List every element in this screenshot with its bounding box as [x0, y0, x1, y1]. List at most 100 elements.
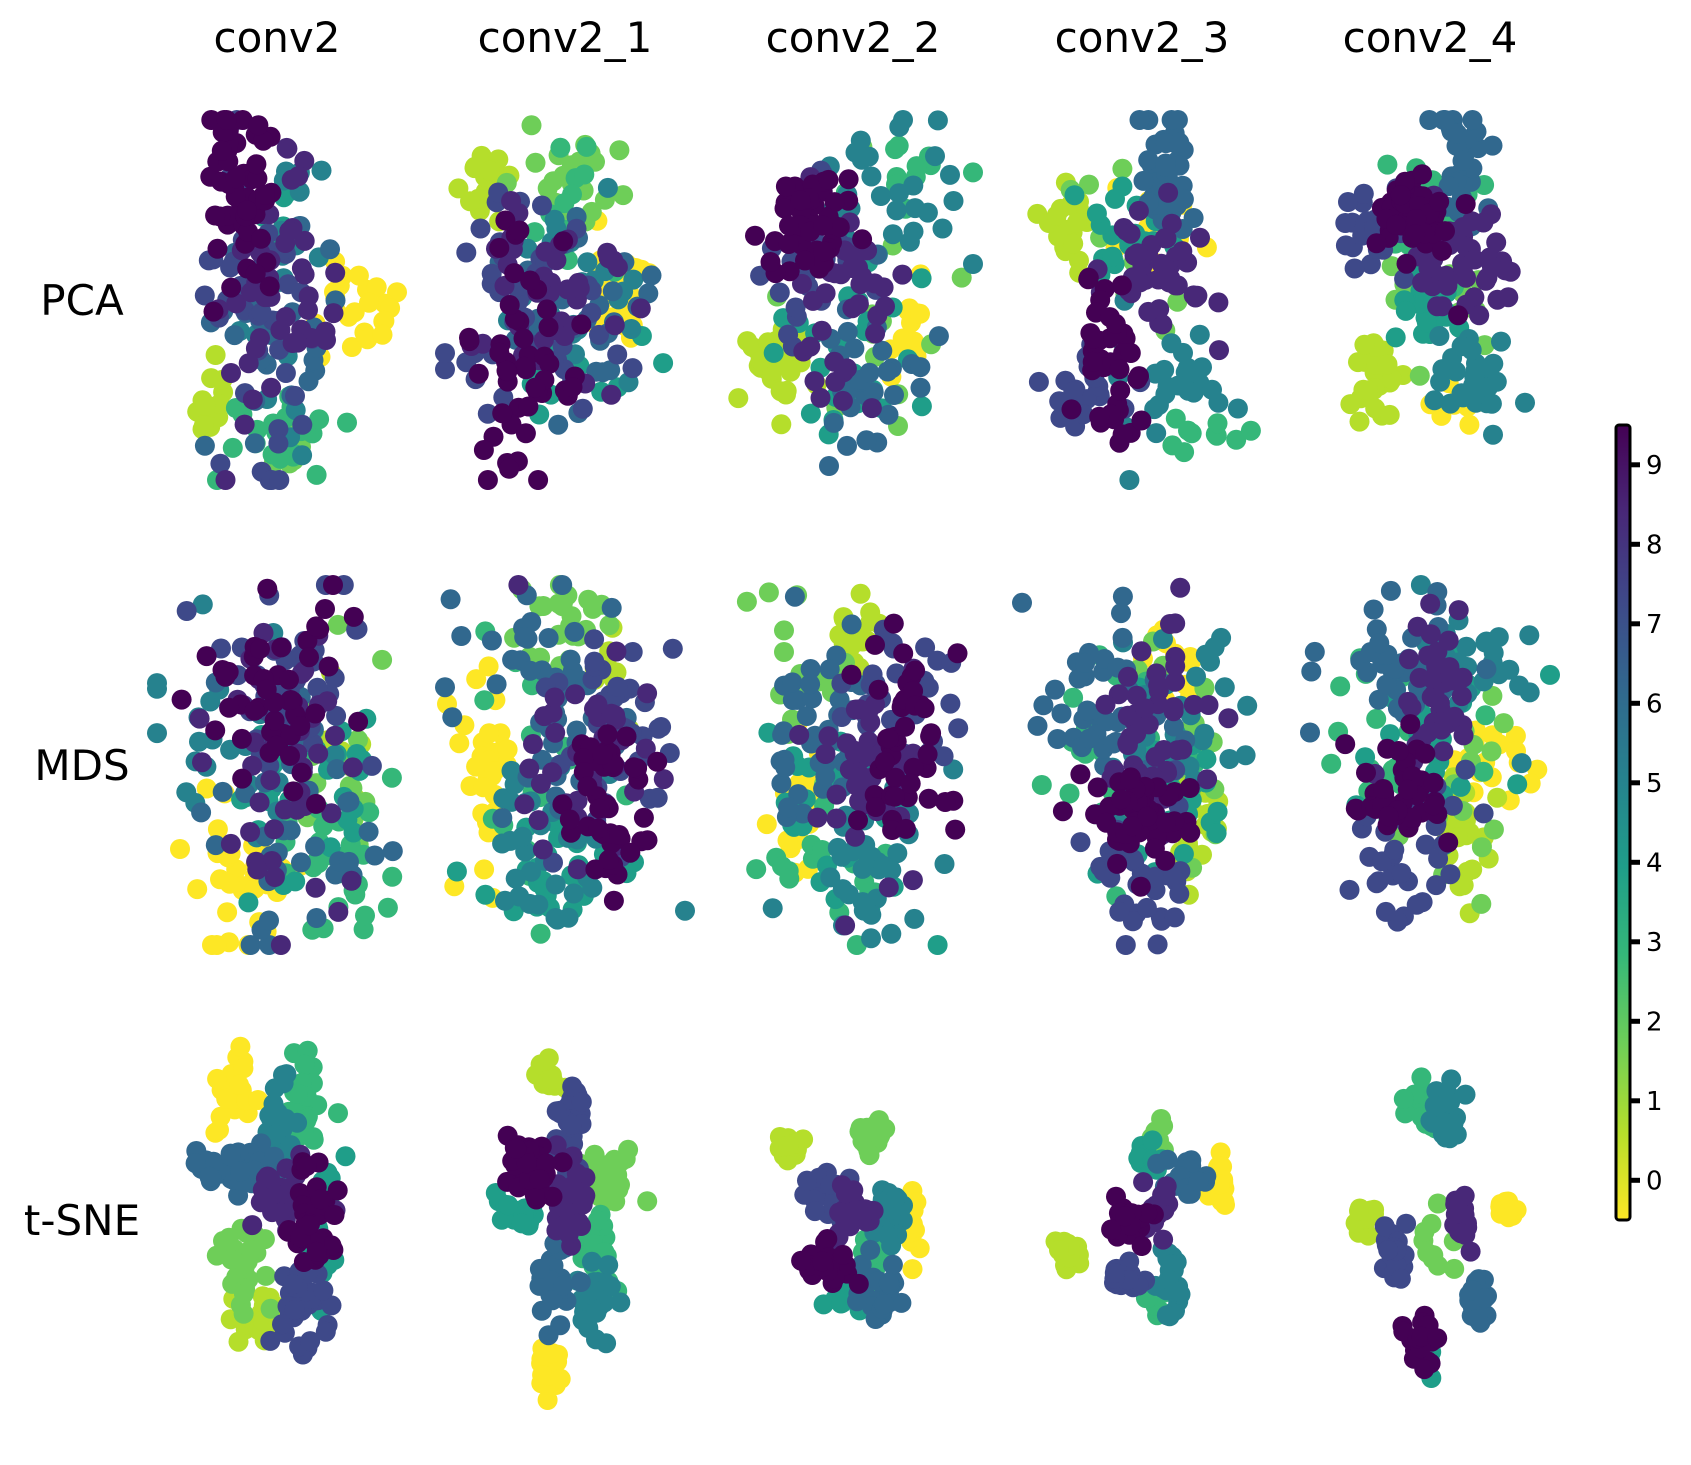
scatter-point-class-0: [550, 1368, 571, 1389]
scatter-point-class-9: [1423, 772, 1444, 793]
scatter-point-class-7: [1390, 1268, 1411, 1289]
scatter-point-class-1: [776, 384, 796, 405]
scatter-point-class-9: [468, 363, 489, 384]
scatter-point-class-9: [518, 396, 539, 417]
scatter-point-class-8: [792, 273, 812, 294]
scatter-point-class-9: [1429, 191, 1450, 212]
scatter-point-class-5: [621, 319, 642, 339]
scatter-point-class-5: [1192, 730, 1213, 751]
scatter-point-class-3: [1031, 775, 1052, 795]
scatter-point-class-3: [1174, 442, 1195, 463]
scatter-point-class-3: [359, 802, 380, 823]
scatter-point-class-6: [564, 621, 585, 642]
scatter-point-class-9: [520, 270, 541, 291]
scatter-point-class-5: [861, 166, 882, 187]
scatter-point-class-9: [885, 767, 906, 788]
scatter-point-class-9: [253, 130, 274, 151]
scatter-point-class-6: [819, 659, 840, 680]
scatter-point-class-6: [1462, 110, 1483, 130]
scatter-point-class-9: [489, 237, 510, 258]
scatter-point-class-6: [1079, 728, 1100, 749]
scatter-point-class-6: [1155, 156, 1176, 177]
column-title-conv2_3: conv2_3: [1055, 13, 1230, 62]
scatter-point-class-6: [552, 575, 573, 595]
scatter-point-class-5: [1153, 629, 1173, 649]
scatter-point-class-3: [222, 437, 243, 458]
scatter-point-class-1: [860, 602, 881, 623]
scatter-point-class-9: [1070, 764, 1091, 785]
scatter-point-class-3: [355, 905, 375, 926]
scatter-point-class-0: [466, 669, 487, 690]
scatter-point-class-8: [242, 1215, 263, 1236]
scatter-point-class-6: [212, 781, 233, 802]
scatter-point-class-9: [1373, 779, 1394, 799]
scatter-point-class-8: [1197, 769, 1218, 790]
scatter-point-class-4: [238, 892, 259, 913]
scatter-point-class-9: [1131, 1236, 1152, 1256]
scatter-point-class-8: [281, 169, 302, 190]
scatter-point-class-0: [344, 302, 365, 323]
scatter-point-class-5: [927, 110, 948, 131]
scatter-point-class-2: [581, 201, 602, 222]
scatter-point-class-9: [1083, 328, 1104, 349]
scatter-point-class-7: [220, 257, 241, 278]
scatter-point-class-9: [895, 818, 916, 839]
scatter-point-class-1: [728, 388, 749, 409]
scatter-point-class-9: [477, 470, 498, 490]
scatter-point-class-7: [1455, 759, 1476, 780]
scatter-point-class-8: [545, 722, 566, 743]
scatter-point-class-9: [1335, 734, 1356, 755]
scatter-point-class-8: [1498, 287, 1519, 308]
scatter-point-class-0: [229, 1074, 249, 1095]
scatter-point-class-9: [324, 1205, 345, 1225]
scatter-point-class-6: [520, 660, 541, 681]
scatter-point-class-5: [1455, 1084, 1476, 1105]
scatter-point-class-9: [171, 689, 192, 710]
row-title-t-sne: t-SNE: [24, 1196, 140, 1245]
scatter-point-class-8: [826, 808, 847, 829]
scatter-point-class-8: [835, 1183, 856, 1204]
scatter-point-class-9: [1115, 1206, 1136, 1227]
scatter-point-class-7: [268, 433, 289, 454]
scatter-point-class-3: [1226, 429, 1247, 450]
scatter-point-class-0: [484, 761, 505, 782]
scatter-point-class-6: [529, 1258, 550, 1279]
scatter-point-class-8: [832, 390, 853, 411]
scatter-point-class-9: [232, 110, 253, 130]
scatter-point-class-8: [1398, 691, 1419, 712]
scatter-point-class-9: [318, 656, 339, 677]
scatter-point-class-8: [514, 794, 535, 815]
scatter-point-class-2: [233, 1303, 254, 1324]
scatter-point-class-6: [1467, 1309, 1488, 1329]
panel-pca-conv2_1: [435, 115, 674, 490]
scatter-point-class-8: [800, 336, 821, 357]
scatter-point-class-9: [536, 299, 557, 320]
scatter-point-class-9: [216, 110, 237, 130]
scatter-point-class-8: [1165, 671, 1186, 692]
scatter-point-class-5: [881, 923, 902, 944]
scatter-point-class-8: [587, 694, 608, 715]
scatter-point-class-5: [292, 445, 313, 466]
scatter-point-class-9: [196, 646, 217, 667]
scatter-point-class-8: [220, 833, 241, 854]
scatter-point-class-4: [927, 935, 948, 955]
scatter-point-class-6: [1438, 176, 1459, 197]
scatter-point-class-5: [1155, 384, 1176, 405]
scatter-point-class-9: [459, 327, 479, 348]
scatter-point-class-3: [576, 136, 597, 157]
scatter-point-class-0: [219, 873, 240, 894]
scatter-point-class-6: [1434, 110, 1455, 130]
scatter-point-class-7: [1473, 803, 1494, 824]
scatter-point-class-1: [1358, 380, 1378, 401]
scatter-point-class-5: [850, 130, 871, 151]
scatter-point-class-0: [217, 902, 238, 923]
scatter-point-class-8: [1438, 270, 1459, 291]
scatter-point-class-8: [342, 757, 363, 778]
scatter-point-class-9: [921, 723, 942, 744]
scatter-point-class-3: [812, 840, 833, 860]
scatter-point-class-5: [1483, 424, 1503, 445]
scatter-point-class-2: [327, 614, 348, 635]
scatter-point-class-5: [940, 164, 960, 185]
scatter-point-class-8: [1432, 296, 1453, 317]
scatter-point-class-2: [1471, 837, 1492, 858]
